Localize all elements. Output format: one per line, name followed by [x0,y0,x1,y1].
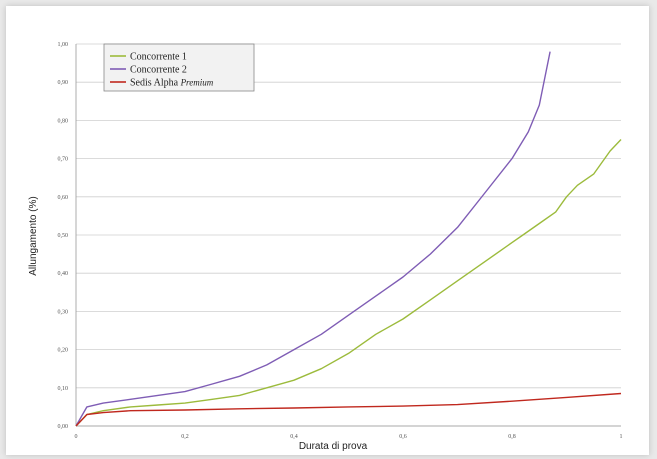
x-tick-label: 0,6 [399,434,407,440]
y-tick-label: 0,40 [58,271,69,277]
y-tick-label: 0,30 [58,309,69,315]
x-axis-label: Durata di prova [299,441,368,452]
x-tick-label: 0 [75,434,78,440]
legend-label: Concorrente 2 [130,65,187,76]
x-tick-label: 0,2 [181,434,189,440]
y-tick-labels: 0,00 0,10 0,20 0,30 0,40 0,50 0,60 0,70 0,80 0,90… [58,42,69,430]
y-tick-label: 1,00 [58,42,69,48]
y-tick-label: 0,90 [58,80,69,86]
y-tick-label: 0,00 [58,424,69,430]
series-line-1 [75,139,622,427]
axes [75,44,621,427]
y-tick-label: 0,60 [58,195,69,201]
series-lines [75,51,622,427]
x-tick-label: 0,8 [508,434,516,440]
elongation-chart: 0 0,2 0,4 0,6 0,8 1 0,000,100,200,300,400,500… [28,42,623,452]
series-line-3 [75,392,622,427]
legend-box [103,43,255,92]
legend-label: Sedis Alpha Premium [130,78,214,89]
x-tick-label: 1 [620,434,623,440]
y-tick-label: 0,50 [58,233,69,239]
y-tick-label: 0,10 [58,386,69,392]
chart-card: 0 0,2 0,4 0,6 0,8 1 0,00 0,10 0,20 0,30 0,40 0,50 0… [6,6,649,455]
y-axis-label: Allungamento (%) [28,196,39,275]
gridlines [76,43,621,427]
legend-label-suffix: Premium [180,78,214,88]
y-tick-label: 0,20 [58,348,69,354]
x-tick-labels: 0 0,2 0,4 0,6 0,8 1 [75,434,623,440]
series-line-2 [75,51,551,427]
legend: Concorrente 1 Concorrente 2 Sedis Alpha Pr… [103,43,255,92]
legend-label: Concorrente 1 [130,52,187,63]
y-tick-label: 0,80 [58,118,69,124]
x-tick-label: 0,4 [290,434,298,440]
y-tick-label: 0,70 [58,157,69,163]
